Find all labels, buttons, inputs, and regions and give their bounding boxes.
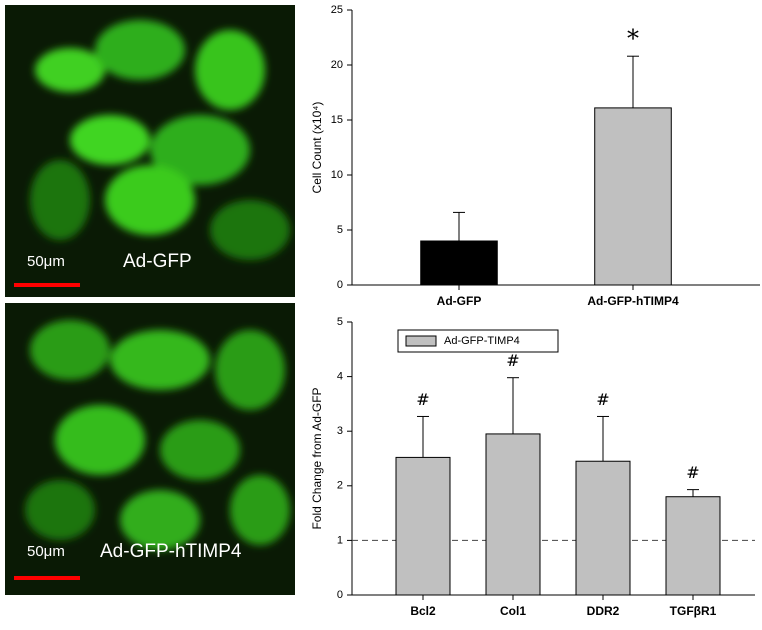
y-tick-label: 5 <box>337 224 343 236</box>
y-tick-label: 20 <box>331 59 343 71</box>
bar <box>665 496 721 596</box>
scale-label: 50μm <box>27 543 65 560</box>
x-tick-label: Ad-GFP-hTIMP4 <box>587 294 679 308</box>
micrograph: 50μm Ad-GFP <box>5 5 295 297</box>
scale-label: 50μm <box>27 253 65 270</box>
y-tick-label: 0 <box>337 279 343 291</box>
bar <box>395 456 451 596</box>
y-tick-label: 2 <box>337 480 343 492</box>
bar <box>420 240 498 286</box>
y-tick-label: 15 <box>331 114 343 126</box>
x-tick-label: DDR2 <box>587 604 620 618</box>
significance-marker: # <box>686 463 699 482</box>
x-tick-label: Bcl2 <box>410 604 436 618</box>
y-tick-label: 4 <box>337 371 343 383</box>
x-tick-label: TGFβR1 <box>670 604 717 618</box>
y-axis-label: Cell Count (x10⁴) <box>310 102 324 194</box>
bar <box>594 107 672 286</box>
image-label: Ad-GFP-hTIMP4 <box>100 541 242 562</box>
significance-marker: # <box>596 390 609 409</box>
image-label: Ad-GFP <box>123 251 192 272</box>
significance-marker: # <box>506 351 519 370</box>
y-tick-label: 5 <box>337 316 343 328</box>
y-tick-label: 1 <box>337 534 343 546</box>
bar <box>575 460 631 596</box>
legend-box <box>397 329 559 353</box>
x-tick-label: Ad-GFP <box>437 294 482 308</box>
significance-marker: * <box>627 25 639 53</box>
y-axis-label: Fold Change from Ad-GFP <box>310 387 324 529</box>
bar <box>485 433 541 596</box>
legend-label: Ad-GFP-TIMP4 <box>444 335 520 347</box>
y-tick-label: 25 <box>331 4 343 16</box>
legend-swatch <box>405 335 437 347</box>
y-tick-label: 3 <box>337 425 343 437</box>
y-tick-label: 10 <box>331 169 343 181</box>
y-tick-label: 0 <box>337 589 343 601</box>
x-tick-label: Col1 <box>500 604 526 618</box>
micrograph: 50μm Ad-GFP-hTIMP4 <box>5 303 295 595</box>
significance-marker: # <box>416 390 429 409</box>
